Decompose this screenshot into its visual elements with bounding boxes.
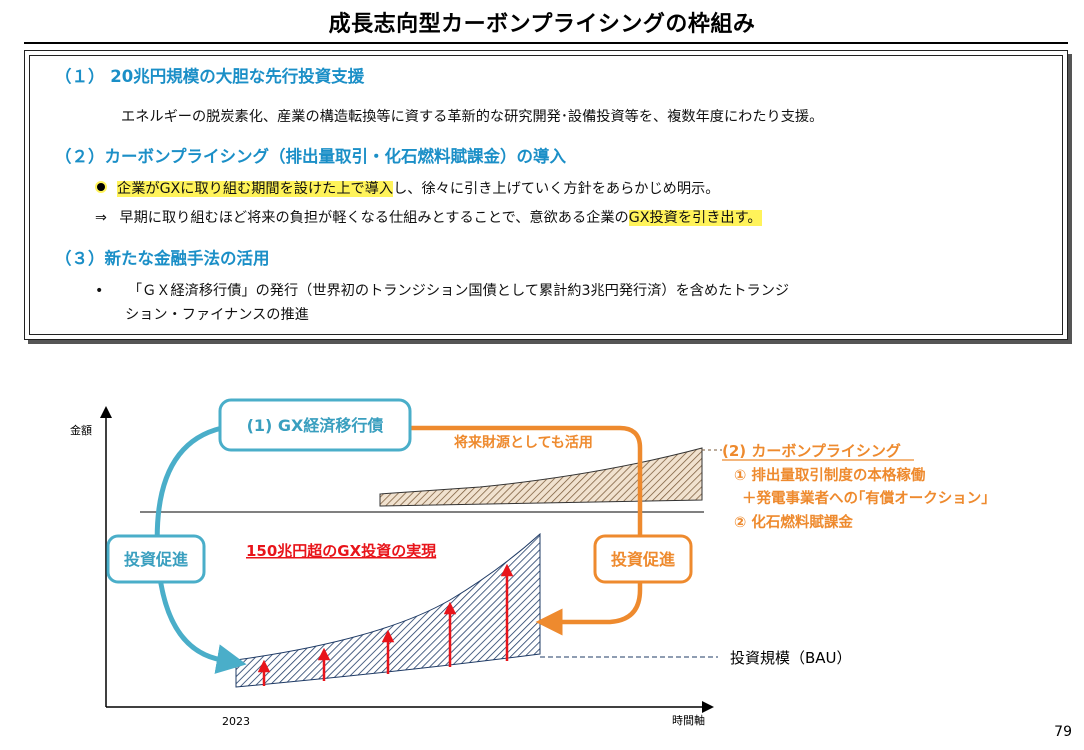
gx-bond-box [218,398,412,452]
future-funding-label: 将来財源としても活用 [454,434,593,451]
section-1-body: エネルギーの脱炭素化、産業の構造転換等に資する革新的な研究開発･設備投資等を、複… [121,109,824,125]
section-2-heading: （２）カーボンプライシング（排出量取引・化石燃料賦課金）の導入 [55,147,567,166]
carbon-pricing-heading: (2) カーボンプライシング [722,442,901,460]
carbon-pricing-area [379,447,703,507]
framework-box: （１） 20兆円規模の大胆な先行投資支援 エネルギーの脱炭素化、産業の構造転換等… [24,50,1068,340]
carbon-pricing-item-1: ① 排出量取引制度の本格稼働 [734,466,926,484]
section-3-line-1: • 「ＧＸ経済移行債」の発行（世界初のトランジション国債として累計約3兆円発行済… [95,280,789,300]
carbon-pricing-item-2: ② 化石燃料賦課金 [734,513,853,531]
bullet-icon: • [95,283,104,299]
section-1-heading: （１） 20兆円規模の大胆な先行投資支援 [55,67,365,86]
orange-loop-arrow [408,425,643,636]
section-3-line-1-text: 「ＧＸ経済移行債」の発行（世界初のトランジション国債として累計約3兆円発行済）を… [127,283,790,299]
y-axis-label: 金額 [70,423,92,437]
gx-investment-area [235,532,541,688]
section-2-line-1: 企業がGXに取り組む期間を設けた上で導入し、徐々に引き上げていく方針をあらかじめ… [97,178,719,198]
arrow-implies-icon: ⇒ [95,210,107,226]
invest-promo-left-label: 投資促進 [124,550,188,569]
page-title: 成長志向型カーボンプライシングの枠組み [328,12,756,37]
bullet-icon [97,183,105,191]
section-2-line-2: ⇒ 早期に取り組むほど将来の負担が軽くなる仕組みとすることで、意欲ある企業のGX… [95,207,762,227]
carbon-pricing-item-1b: ＋発電事業者への｢有償オークション｣ [742,489,989,507]
framework-box-inner [29,55,1063,335]
section-2-line-1-rest: し、徐々に引き上げていく方針をあらかじめ明示。 [393,181,720,197]
page-number: 79 [1054,724,1072,740]
bau-label: 投資規模（BAU） [730,649,852,667]
gx-bond-label: (1) GX経済移行債 [247,416,384,435]
gx-investment-label: 150兆円超のGX投資の実現 [246,542,436,560]
x-start-label: 2023 [222,715,250,728]
section-2-line-2-text: 早期に取り組むほど将来の負担が軽くなる仕組みとすることで、意欲ある企業の [119,210,629,226]
x-axis-label: 時間軸 [672,713,705,727]
section-2-highlight-2: GX投資を引き出す。 [628,210,762,226]
invest-promo-right-label: 投資促進 [611,550,675,569]
invest-promo-right-box [593,534,693,584]
section-3-line-2: ション・ファイナンスの推進 [125,307,309,323]
section-3-heading: （３）新たな金融手法の活用 [55,249,270,268]
section-2-highlight-1: 企業がGXに取り組む期間を設けた上で導入 [117,181,394,197]
title-underline [24,42,1068,44]
invest-promo-left-box [106,534,206,584]
